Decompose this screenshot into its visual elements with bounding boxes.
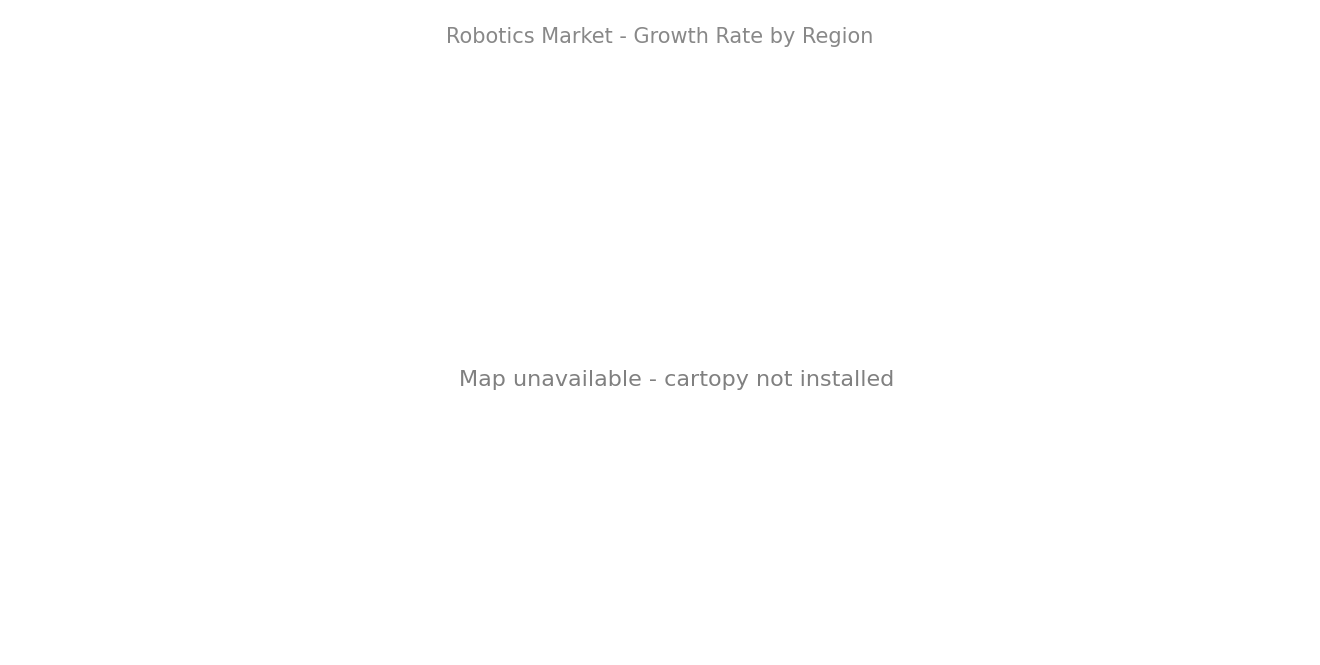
Text: Robotics Market - Growth Rate by Region: Robotics Market - Growth Rate by Region	[446, 27, 874, 47]
Text: Map unavailable - cartopy not installed: Map unavailable - cartopy not installed	[459, 370, 894, 390]
